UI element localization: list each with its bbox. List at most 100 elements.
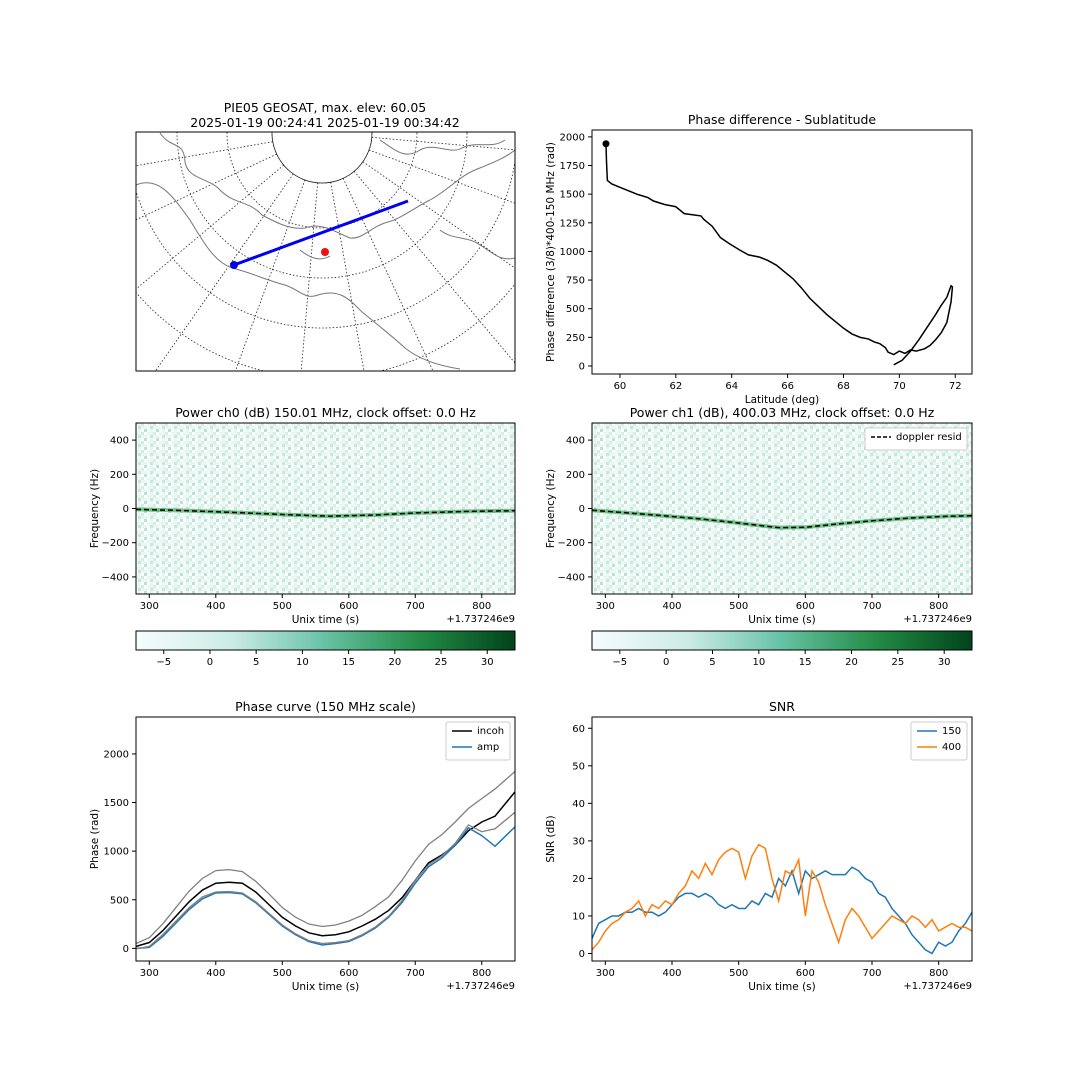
x-tick-label: 400 <box>206 968 225 979</box>
y-tick-label: 10 <box>572 911 585 922</box>
snr-frame <box>591 716 973 962</box>
phase-curve-series-line-amp <box>136 826 515 950</box>
phase-curve-title: Phase curve (150 MHz scale) <box>235 699 416 714</box>
x-tick-label: 68 <box>837 381 850 392</box>
map-graticule <box>136 132 515 371</box>
y-tick-label: 2000 <box>104 749 129 760</box>
power-ch0-y-axis-label: Frequency (Hz) <box>89 469 101 548</box>
legend-label: 150 <box>942 726 961 737</box>
power-ch0-heatmap-field <box>136 423 515 594</box>
power-ch0-title: Power ch0 (dB) 150.01 MHz, clock offset:… <box>175 405 476 420</box>
y-tick-label: 400 <box>566 436 585 447</box>
colorbar-tick-label: −5 <box>612 657 627 668</box>
x-tick-label: 600 <box>796 968 815 979</box>
x-tick-label: 300 <box>596 601 615 612</box>
station-marker <box>321 248 329 256</box>
colorbar-tick-label: 30 <box>938 657 951 668</box>
colorbar-tick-label: 0 <box>207 657 213 668</box>
satellite-ground-track <box>233 199 409 267</box>
phase-curve-frame <box>135 716 516 962</box>
x-tick-label: 70 <box>893 381 906 392</box>
x-tick-label: 62 <box>669 381 682 392</box>
legend-box <box>864 427 968 451</box>
phase-vs-latitude-start-marker <box>602 140 610 148</box>
x-tick-label: 600 <box>796 601 815 612</box>
power-ch0-x-axis-label: Unix time (s) <box>292 614 360 626</box>
x-tick-label: 800 <box>929 968 948 979</box>
x-tick-label: 300 <box>140 601 159 612</box>
x-tick-label: 700 <box>862 968 881 979</box>
x-tick-label: 500 <box>273 968 292 979</box>
phase-vs-latitude-series-line-band-0 <box>605 143 954 366</box>
y-tick-label: 40 <box>572 799 585 810</box>
track-start-marker <box>230 261 238 269</box>
y-tick-label: 30 <box>572 836 585 847</box>
power-ch1-colorbar <box>591 630 973 651</box>
legend-label: doppler resid <box>896 432 962 443</box>
x-tick-label: 800 <box>472 601 491 612</box>
phase-vs-latitude-panel: 60 62 64 66 68 70 72 0 250 500 750 1000 1250 1500 1750… <box>545 112 973 406</box>
y-tick-label: 1500 <box>104 798 129 809</box>
snr-title: SNR <box>769 699 795 714</box>
map-frame <box>135 131 516 372</box>
meridian-line <box>368 149 515 204</box>
colorbar-tick-label: 5 <box>253 657 259 668</box>
x-tick-label: 700 <box>406 601 425 612</box>
power-ch0-doppler-line <box>135 508 516 517</box>
power-ch1-heatmap-field <box>592 423 972 594</box>
power-ch1-offset-label: +1.737246e9 <box>903 614 972 625</box>
x-tick-label: 400 <box>662 601 681 612</box>
snr-x-axis-label: Unix time (s) <box>748 981 816 993</box>
colorbar-tick-label: 20 <box>388 657 401 668</box>
map-title-line1: PIE05 GEOSAT, max. elev: 60.05 <box>224 100 426 115</box>
colorbar-tick-label: 0 <box>663 657 669 668</box>
colorbar-tick-label: 10 <box>296 657 309 668</box>
coastline-north <box>159 132 515 239</box>
y-tick-label: 750 <box>566 276 585 287</box>
y-tick-label: 500 <box>110 895 129 906</box>
power-ch0-offset-label: +1.737246e9 <box>446 614 515 625</box>
colorbar-tick-label: 25 <box>891 657 904 668</box>
x-tick-label: 500 <box>273 601 292 612</box>
coastline-islands <box>299 139 515 260</box>
snr-y-axis-label: SNR (dB) <box>545 815 557 862</box>
x-tick-label: 66 <box>781 381 794 392</box>
x-tick-label: 600 <box>339 601 358 612</box>
x-tick-label: 64 <box>725 381 738 392</box>
x-tick-label: 500 <box>729 968 748 979</box>
x-tick-label: 700 <box>862 601 881 612</box>
x-tick-label: 60 <box>614 381 627 392</box>
snr-offset-label: +1.737246e9 <box>903 981 972 992</box>
colorbar-tick-label: −5 <box>156 657 171 668</box>
phase-curve-offset-label: +1.737246e9 <box>446 981 515 992</box>
phase-curve-legend: incoh amp <box>445 721 511 761</box>
phase-vs-latitude-x-axis-label: Latitude (deg) <box>745 394 820 406</box>
x-tick-label: 500 <box>729 601 748 612</box>
snr-series-line-400 <box>592 843 972 951</box>
phase-vs-latitude-title: Phase difference - Sublatitude <box>688 112 877 127</box>
x-tick-label: 72 <box>949 381 962 392</box>
y-tick-label: −200 <box>102 538 129 549</box>
x-tick-label: 800 <box>929 601 948 612</box>
y-tick-label: 1500 <box>560 190 585 201</box>
y-tick-label: 60 <box>572 724 585 735</box>
y-tick-label: −200 <box>558 538 585 549</box>
colorbar-tick-label: 15 <box>342 657 355 668</box>
y-tick-label: 1250 <box>560 218 585 229</box>
phase-vs-latitude-y-axis-label: Phase difference (3/8)*400-150 MHz (rad) <box>545 142 557 362</box>
y-tick-label: 50 <box>572 761 585 772</box>
power-ch1-panel: −5 0 5 10 15 20 25 30 300 400 500 600 700 800 −400 −200… <box>545 405 973 668</box>
y-tick-label: −400 <box>102 572 129 583</box>
y-tick-label: 1750 <box>560 161 585 172</box>
power-ch1-title: Power ch1 (dB), 400.03 MHz, clock offset… <box>630 405 935 420</box>
meridian-line <box>136 164 284 290</box>
colorbar-tick-label: 25 <box>435 657 448 668</box>
y-tick-label: 20 <box>572 874 585 885</box>
phase-curve-x-axis-label: Unix time (s) <box>292 981 360 993</box>
power-ch0-colorbar <box>135 630 516 651</box>
y-tick-label: 0 <box>579 949 585 960</box>
phase-curve-series-line-band-3 <box>136 811 515 950</box>
legend-label: incoh <box>477 726 504 737</box>
